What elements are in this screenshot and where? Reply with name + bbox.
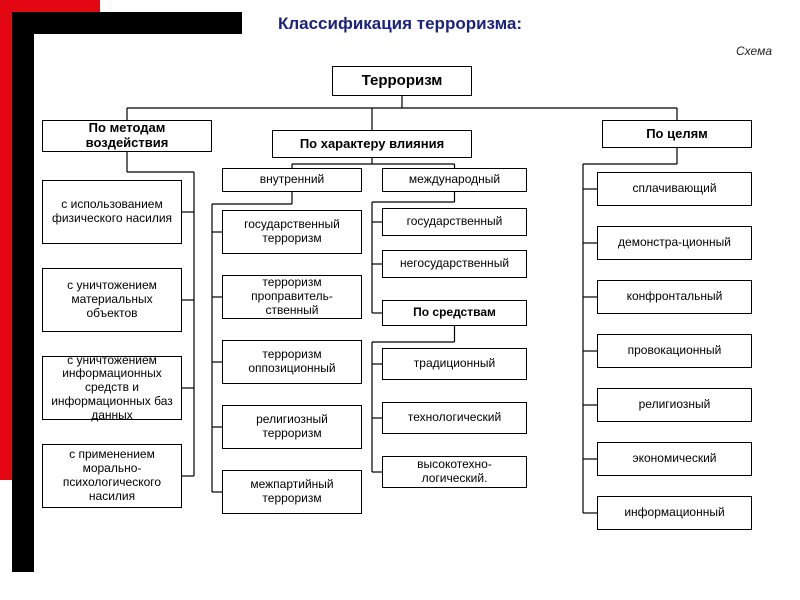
root-node: Терроризм <box>332 66 472 96</box>
accent-red-top <box>0 0 100 12</box>
branch-influence: По характеру влияния <box>272 130 472 158</box>
methods-item-0: с использованием физического насилия <box>42 180 182 244</box>
international-item-1: негосударственный <box>382 250 527 278</box>
methods-item-3: с применением морально-психологического … <box>42 444 182 508</box>
accent-black-side <box>12 12 34 572</box>
means-item-1: технологический <box>382 402 527 434</box>
means-item-2: высокотехно-логический. <box>382 456 527 488</box>
goals-item-2: конфронтальный <box>597 280 752 314</box>
internal-item-0: государственный терроризм <box>222 210 362 254</box>
classification-diagram: Терроризм По методам воздействия По характ… <box>42 60 782 590</box>
goals-item-6: информационный <box>597 496 752 530</box>
internal-item-3: религиозный терроризм <box>222 405 362 449</box>
page-title: Классификация терроризма: <box>0 14 800 34</box>
goals-item-4: религиозный <box>597 388 752 422</box>
goals-item-0: сплачивающий <box>597 172 752 206</box>
goals-item-5: экономический <box>597 442 752 476</box>
scheme-label: Схема <box>736 44 772 58</box>
internal-item-1: терроризм проправитель-ственный <box>222 275 362 319</box>
internal-item-2: терроризм оппозиционный <box>222 340 362 384</box>
goals-item-1: демонстра-ционный <box>597 226 752 260</box>
methods-item-2: с уничтожением информационных средств и … <box>42 356 182 420</box>
sub-branch-means: По средствам <box>382 300 527 326</box>
influence-header-internal: внутренний <box>222 168 362 192</box>
internal-item-4: межпартийный терроризм <box>222 470 362 514</box>
means-item-0: традиционный <box>382 348 527 380</box>
influence-header-international: международный <box>382 168 527 192</box>
international-item-0: государственный <box>382 208 527 236</box>
branch-methods: По методам воздействия <box>42 120 212 152</box>
goals-item-3: провокационный <box>597 334 752 368</box>
branch-goals: По целям <box>602 120 752 148</box>
accent-red-side <box>0 0 12 480</box>
methods-item-1: с уничтожением материальных объектов <box>42 268 182 332</box>
